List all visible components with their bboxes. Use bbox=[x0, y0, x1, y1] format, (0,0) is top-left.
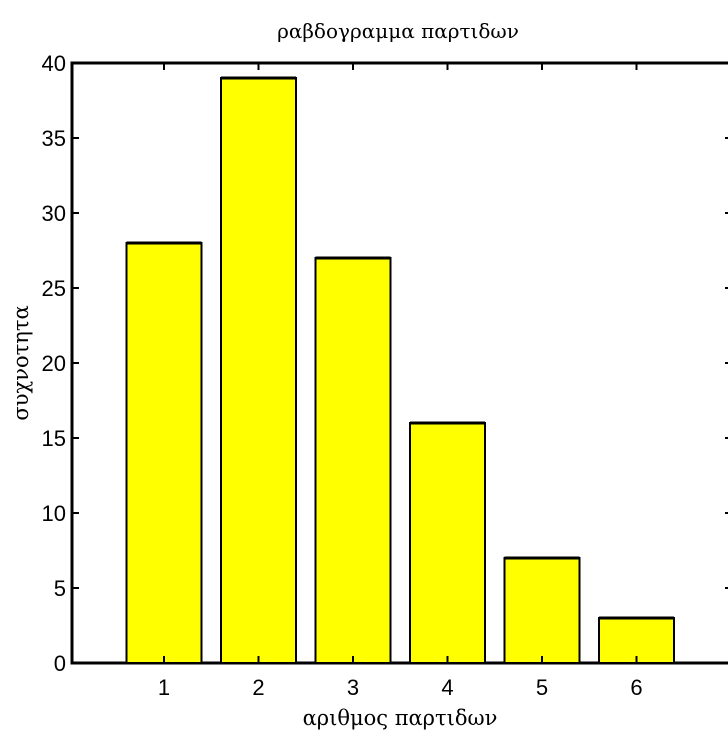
x-tick-label-2: 2 bbox=[252, 675, 264, 700]
bar-2 bbox=[220, 77, 297, 664]
y-tick-label-0: 0 bbox=[54, 651, 66, 676]
y-tick-label-10: 10 bbox=[42, 501, 66, 526]
y-tick-label-35: 35 bbox=[42, 126, 66, 151]
x-tick-label-6: 6 bbox=[630, 675, 642, 700]
x-tick-label-5: 5 bbox=[536, 675, 548, 700]
y-tick-label-40: 40 bbox=[42, 51, 66, 76]
chart-title: ραβδογραμμα παρτιδων bbox=[277, 19, 519, 43]
bar-5 bbox=[503, 557, 581, 664]
bar-4 bbox=[409, 422, 486, 664]
x-tick-label-4: 4 bbox=[441, 675, 453, 700]
bar-3 bbox=[314, 257, 392, 664]
bar-1 bbox=[125, 242, 203, 664]
y-tick-label-30: 30 bbox=[42, 201, 66, 226]
y-tick-label-25: 25 bbox=[42, 276, 66, 301]
y-tick-label-20: 20 bbox=[42, 351, 66, 376]
y-axis-label: συχνοτητα bbox=[9, 305, 33, 420]
bars-group bbox=[125, 76, 675, 664]
x-axis-label: αριθμος παρτιδων bbox=[303, 706, 498, 730]
y-axis-ticks: 0 5 10 15 20 25 30 35 40 bbox=[42, 51, 728, 676]
y-tick-label-5: 5 bbox=[54, 576, 66, 601]
x-axis-ticks: 1 2 3 4 5 6 bbox=[158, 63, 643, 700]
y-tick-label-15: 15 bbox=[42, 426, 66, 451]
x-tick-label-1: 1 bbox=[158, 675, 170, 700]
x-tick-label-3: 3 bbox=[347, 675, 359, 700]
